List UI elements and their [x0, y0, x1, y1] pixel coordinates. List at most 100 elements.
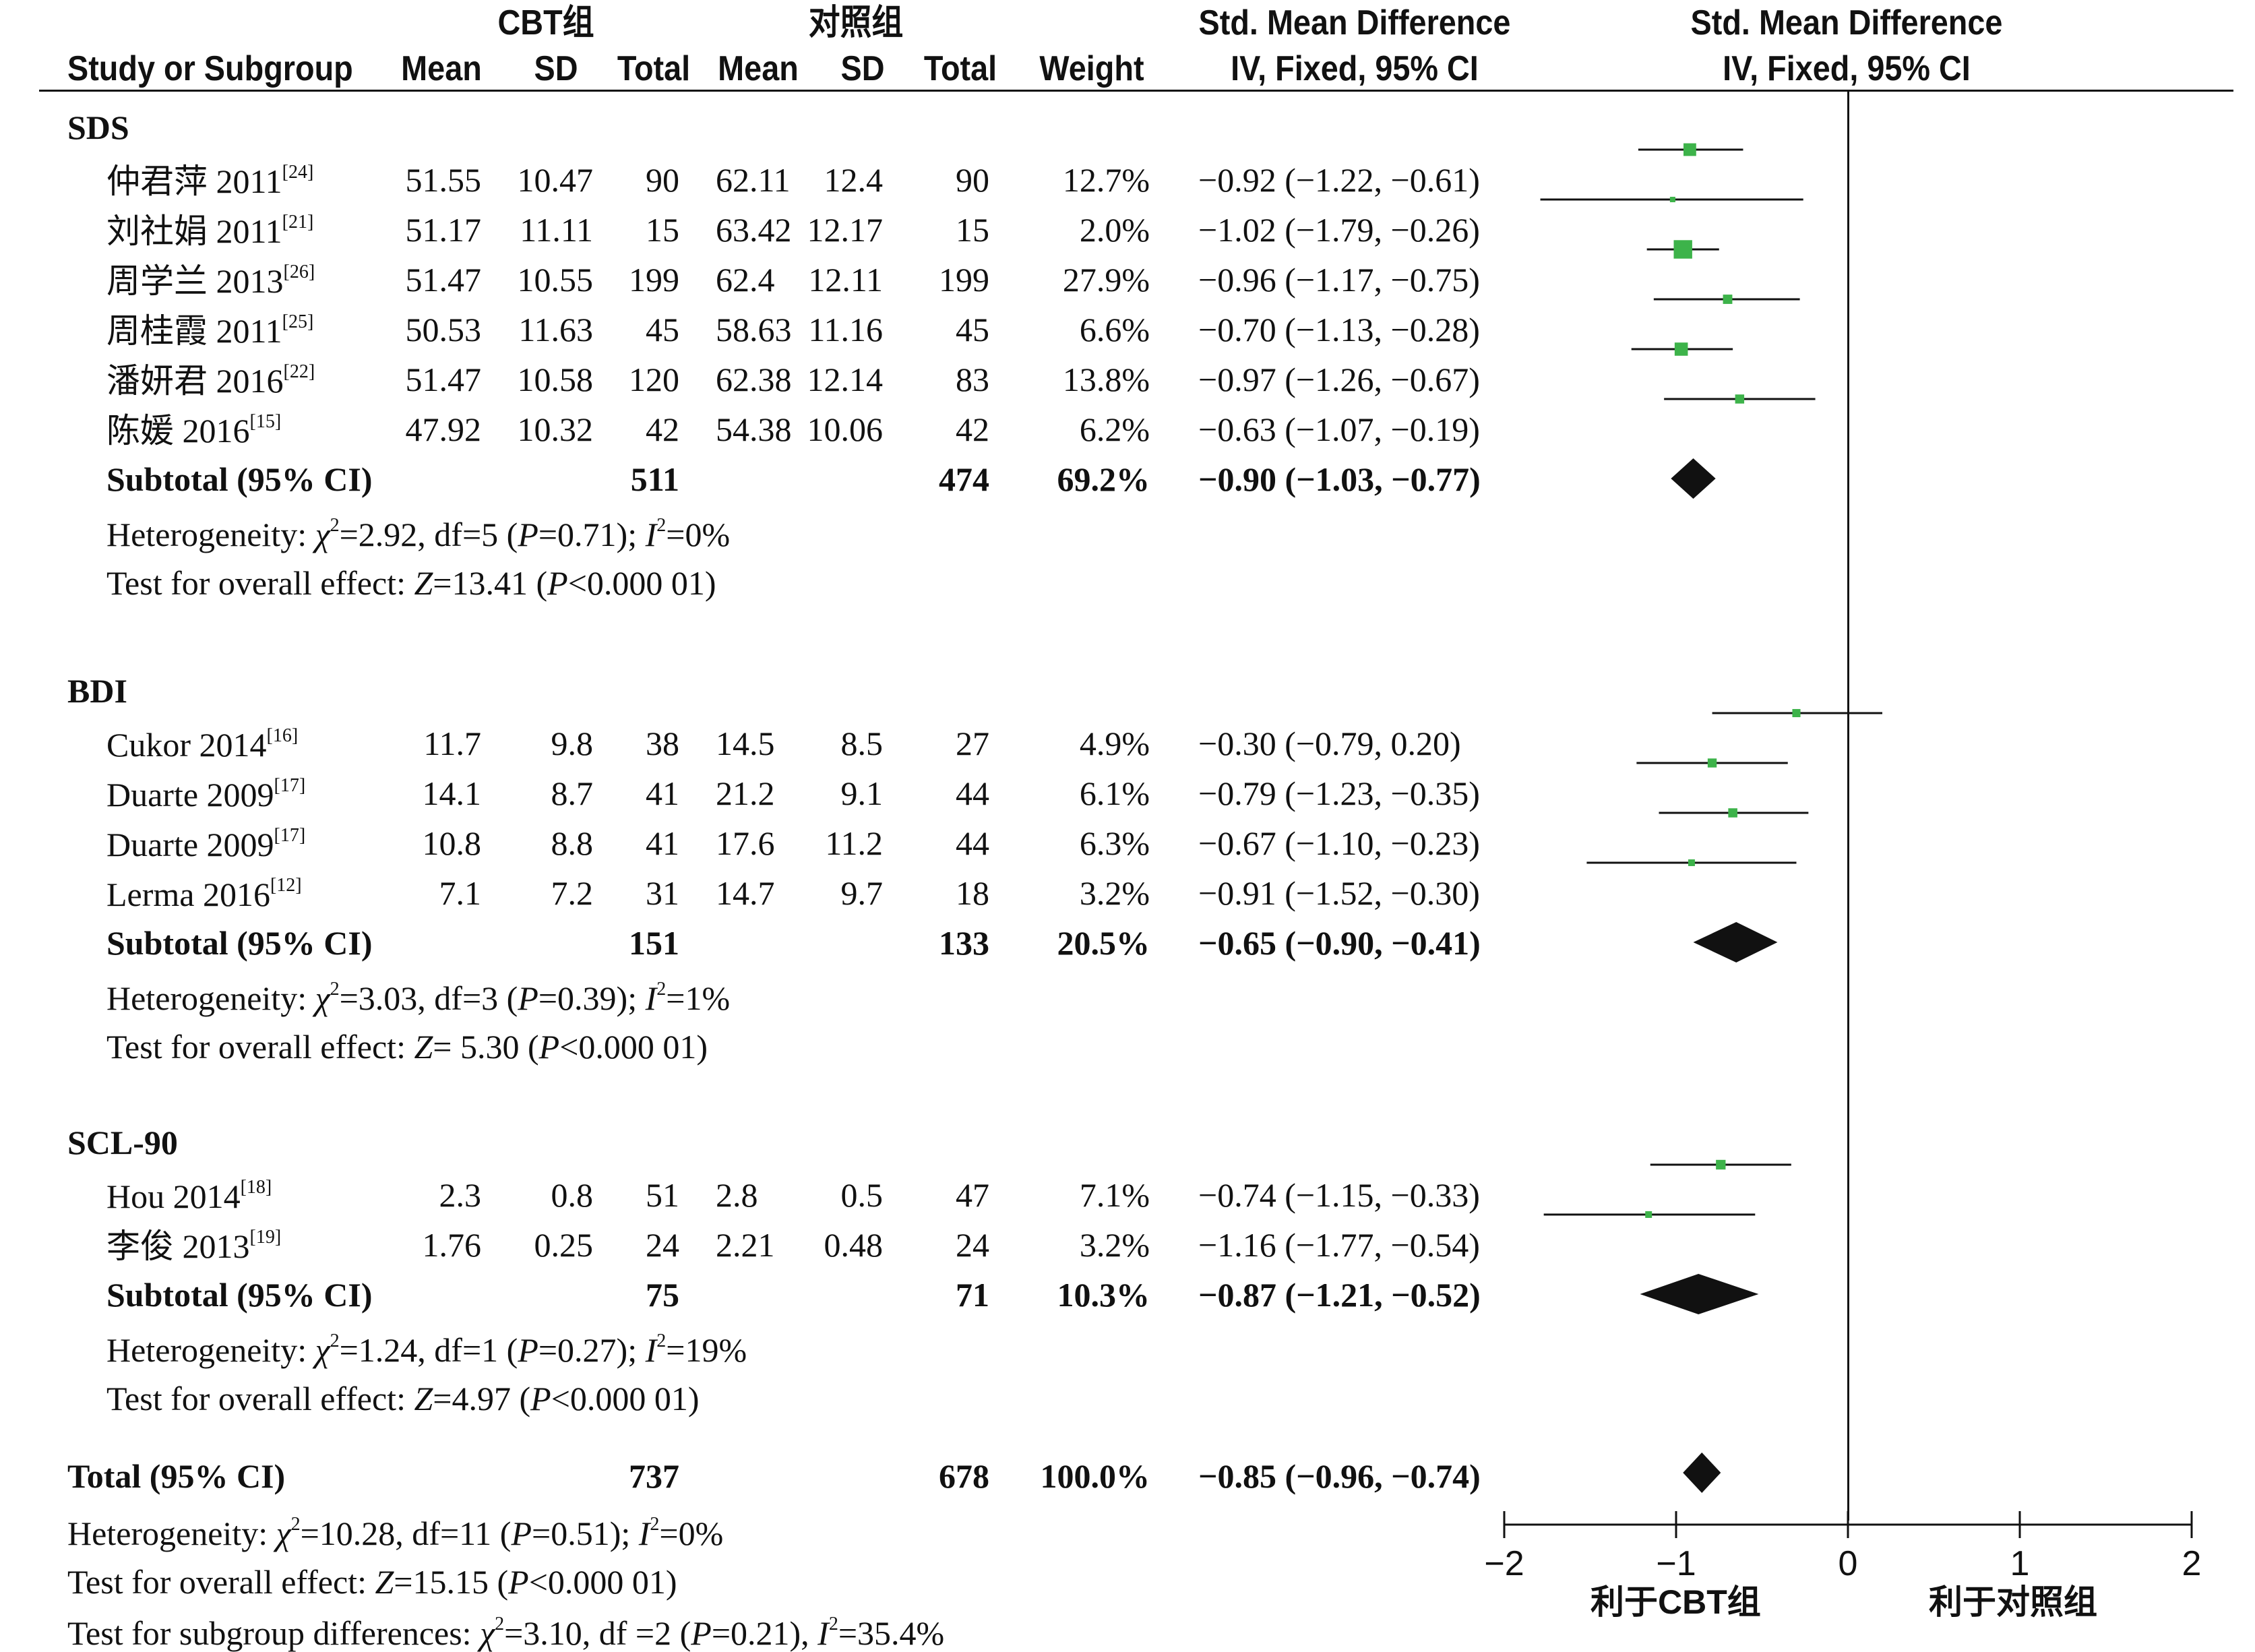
group1-header: CBT组: [497, 3, 594, 42]
study-reference: [22]: [283, 361, 315, 382]
study-name: 刘社娟 2011[21]: [106, 212, 314, 249]
group2-mean: 21.2: [716, 774, 775, 812]
study-label: Duarte 2009: [106, 776, 274, 814]
group2-sd: 9.1: [840, 774, 884, 812]
study-label: Lerma 2016: [106, 876, 270, 913]
chi-square-value: =10.28, df=11 (: [300, 1515, 512, 1552]
group1-mean: 47.92: [405, 410, 482, 448]
study-point-marker: [1673, 240, 1692, 259]
chi-square-superscript: 2: [330, 515, 340, 536]
study-effect-ci: −0.30 (−0.79, 0.20): [1198, 725, 1461, 762]
group1-sd: 10.32: [517, 410, 594, 448]
total-diamond: [1683, 1452, 1721, 1493]
p-symbol: P: [518, 516, 538, 553]
header-rule: [39, 90, 2233, 92]
study-point-marker: [1735, 394, 1745, 404]
total-label: Total (95% CI): [67, 1457, 286, 1495]
group2-sd: 12.17: [807, 211, 884, 249]
study-reference: [12]: [270, 875, 302, 896]
chi-square-symbol: χ: [315, 979, 330, 1017]
i-squared-symbol: I: [817, 1614, 829, 1652]
group1-total: 42: [646, 410, 679, 448]
subtotal-effect-ci: −0.65 (−0.90, −0.41): [1198, 924, 1481, 962]
group1-mean: 1.76: [422, 1226, 482, 1264]
stat-prefix: Test for overall effect:: [106, 1028, 414, 1066]
subtotal-diamond: [1640, 1274, 1759, 1314]
group2-total: 47: [956, 1176, 989, 1214]
stat-prefix: Test for overall effect:: [67, 1563, 375, 1601]
study-reference: [21]: [282, 212, 314, 233]
subgroup-heterogeneity: Heterogeneity: χ2=3.03, df=3 (P=0.39); I…: [106, 979, 730, 1017]
group2-sd: 0.48: [824, 1226, 884, 1264]
group1-total: 51: [646, 1176, 679, 1214]
group2-mean: 2.8: [716, 1176, 758, 1214]
stat-prefix: Heterogeneity:: [67, 1515, 276, 1552]
p-symbol: P: [508, 1563, 529, 1601]
group1-total: 45: [646, 311, 679, 348]
z-symbol: Z: [375, 1563, 394, 1601]
z-symbol: Z: [414, 564, 433, 602]
group2-total: 83: [956, 361, 989, 398]
p-symbol: P: [547, 564, 568, 602]
p-value: <0.000 01): [567, 564, 716, 602]
study-name: 仲君萍 2011[24]: [106, 162, 313, 200]
group2-mean: 54.38: [716, 410, 792, 448]
study-label: Hou 2014: [106, 1177, 241, 1215]
plot-column-title: Std. Mean Difference: [1690, 3, 2003, 42]
i-squared-value: =19%: [666, 1331, 747, 1369]
study-effect-ci: −0.67 (−1.10, −0.23): [1198, 824, 1480, 862]
study-name: Hou 2014[18]: [106, 1177, 272, 1215]
study-label: 仲君萍 2011: [106, 162, 282, 200]
study-name: 李俊 2013[19]: [106, 1228, 281, 1264]
i-squared-superscript: 2: [656, 979, 667, 1000]
p-symbol: P: [518, 1331, 538, 1369]
p-value: =0.27);: [538, 1331, 646, 1369]
subtotal-label: Subtotal (95% CI): [106, 924, 373, 962]
study-weight: 3.2%: [1079, 1226, 1150, 1264]
group1-mean: 10.8: [422, 824, 482, 862]
chi-square-superscript: 2: [330, 979, 340, 1000]
group1-sd: 7.2: [551, 874, 594, 912]
x-axis-tick-label: 1: [2010, 1544, 2030, 1583]
study-name: Lerma 2016[12]: [106, 875, 302, 913]
study-point-marker: [1688, 859, 1695, 866]
study-reference: [18]: [240, 1177, 272, 1198]
group2-header: 对照组: [808, 3, 904, 42]
group1-sd: 10.58: [517, 361, 594, 398]
group1-sd-header: SD: [534, 49, 578, 88]
group2-total: 27: [956, 725, 989, 762]
group1-total: 41: [646, 824, 679, 862]
group2-sd: 12.4: [824, 161, 884, 199]
group2-mean: 62.38: [716, 361, 792, 398]
study-reference: [15]: [249, 411, 282, 432]
group2-sd: 8.5: [840, 725, 884, 762]
group1-mean: 14.1: [422, 774, 482, 812]
i-squared-symbol: I: [645, 516, 657, 553]
p-value: =0.71);: [538, 516, 646, 553]
p-value: =0.21),: [711, 1614, 818, 1652]
total-group2-n: 678: [939, 1457, 989, 1495]
subtotal-weight: 69.2%: [1057, 460, 1150, 498]
chi-square-value: =3.03, df=3 (: [339, 979, 518, 1017]
i-squared-superscript: 2: [656, 515, 667, 536]
p-symbol: P: [691, 1614, 712, 1652]
group1-mean: 7.1: [439, 874, 482, 912]
i-squared-superscript: 2: [650, 1514, 660, 1535]
study-label: 周桂霞 2011: [106, 312, 282, 350]
study-name: 陈媛 2016[15]: [106, 412, 281, 448]
group2-mean: 17.6: [716, 824, 775, 862]
group2-sd: 12.11: [808, 261, 883, 299]
i-squared-value: =0%: [666, 516, 731, 553]
group2-mean: 62.11: [716, 161, 791, 199]
chi-square-value: =1.24, df=1 (: [339, 1331, 518, 1369]
subtotal-effect-ci: −0.90 (−1.03, −0.77): [1198, 460, 1481, 498]
study-weight: 2.0%: [1079, 211, 1150, 249]
study-point-marker: [1716, 1159, 1726, 1170]
study-effect-ci: −0.92 (−1.22, −0.61): [1198, 161, 1480, 199]
study-reference: [25]: [282, 311, 314, 332]
effect-method-header: IV, Fixed, 95% CI: [1231, 49, 1479, 88]
group1-sd: 10.47: [517, 161, 594, 199]
study-reference: [17]: [274, 825, 306, 846]
study-effect-ci: −0.70 (−1.13, −0.28): [1198, 311, 1480, 348]
stat-prefix: Heterogeneity:: [106, 516, 315, 553]
